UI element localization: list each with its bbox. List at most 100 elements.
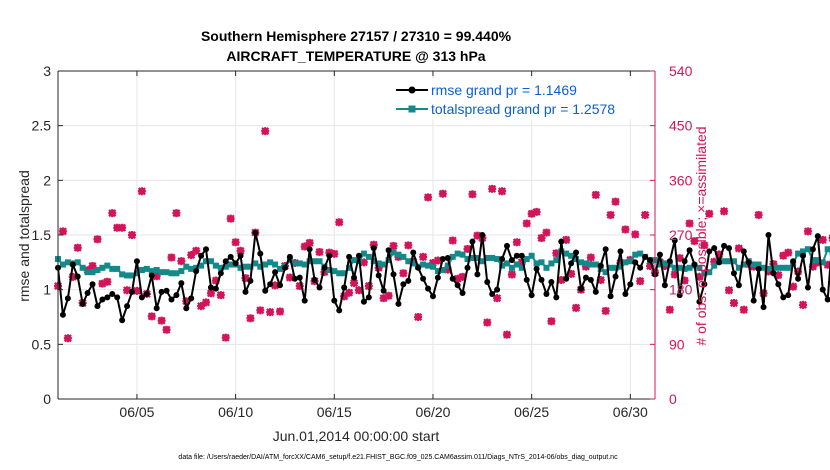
obs-assimilated-marker — [359, 258, 368, 267]
obs-assimilated-marker — [266, 308, 275, 317]
rmse-point — [449, 275, 456, 282]
rmse-point — [563, 275, 570, 282]
obs-assimilated-marker — [542, 228, 551, 237]
obs-assimilated-marker — [448, 236, 457, 245]
obs-assimilated-marker — [202, 298, 211, 307]
obs-assimilated-marker — [769, 260, 778, 269]
spread-point — [701, 270, 708, 277]
obs-assimilated-marker — [128, 231, 137, 239]
rmse-point — [84, 289, 91, 296]
y-left-tick-label: 2.5 — [32, 118, 52, 134]
obs-assimilated-marker — [818, 235, 827, 244]
rmse-point — [143, 291, 150, 298]
rmse-point — [227, 253, 234, 260]
spread-point — [336, 270, 343, 277]
rmse-point — [755, 265, 762, 272]
rmse-point — [129, 288, 136, 295]
spread-point — [212, 262, 219, 269]
spread-point — [454, 250, 461, 257]
spread-point — [351, 257, 358, 264]
rmse-point — [306, 246, 313, 253]
spread-point — [129, 272, 136, 279]
rmse-point — [311, 276, 318, 283]
rmse-point — [326, 252, 333, 259]
spread-point — [755, 261, 762, 268]
spread-point — [400, 253, 407, 260]
obs-assimilated-marker — [73, 243, 82, 252]
obs-assimilated-marker — [335, 218, 344, 227]
spread-point — [262, 261, 269, 268]
spread-point — [508, 264, 515, 271]
obs-assimilated-marker — [808, 262, 817, 271]
rmse-point — [331, 297, 338, 304]
spread-point — [607, 264, 614, 271]
obs-assimilated-marker — [685, 219, 694, 228]
obs-assimilated-marker — [473, 231, 482, 240]
obs-assimilated-marker — [665, 305, 674, 314]
obs-assimilated-marker — [404, 241, 413, 250]
chart-title-line2: AIRCRAFT_TEMPERATURE @ 313 hPa — [226, 48, 485, 64]
spread-point — [385, 257, 392, 264]
rmse-point — [730, 270, 737, 277]
obs-assimilated-marker — [512, 238, 521, 247]
spread-point — [365, 253, 372, 260]
obs-assimilated-marker — [384, 291, 393, 300]
obs-assimilated-marker — [498, 187, 507, 196]
rmse-point — [809, 246, 816, 253]
spread-point — [207, 258, 214, 265]
spread-point — [494, 256, 501, 263]
rmse-point — [750, 297, 757, 304]
spread-point — [553, 257, 560, 264]
rmse-point — [459, 289, 466, 296]
obs-assimilated-marker — [567, 269, 576, 278]
obs-assimilated-marker — [68, 272, 77, 281]
rmse-point — [726, 245, 733, 252]
data-file-footer: data file: /Users/raeder/DAI/ATM_forcXX/… — [178, 454, 618, 461]
spread-point — [257, 263, 264, 270]
x-tick-label: 06/15 — [317, 404, 352, 420]
rmse-point — [553, 294, 560, 301]
obs-assimilated-marker — [246, 314, 255, 323]
rmse-point — [711, 245, 718, 252]
obs-assimilated-marker — [305, 238, 314, 247]
obs-assimilated-marker — [547, 317, 556, 326]
spread-point — [405, 258, 412, 265]
rmse-point — [765, 232, 772, 238]
obs-assimilated-marker — [206, 289, 215, 298]
rmse-point — [178, 280, 185, 287]
obs-assimilated-marker — [581, 262, 590, 271]
obs-assimilated-marker — [453, 274, 462, 283]
spread-point — [696, 264, 703, 271]
rmse-point — [148, 272, 155, 279]
spread-point — [582, 260, 589, 267]
spread-point — [814, 257, 821, 264]
rmse-point — [370, 245, 377, 252]
obs-assimilated-marker — [216, 291, 225, 300]
rmse-point — [286, 253, 293, 260]
obs-assimilated-marker — [350, 278, 359, 287]
rmse-point — [277, 282, 284, 289]
spread-point — [587, 261, 594, 268]
rmse-point — [745, 259, 752, 266]
rmse-point — [760, 304, 767, 311]
legend: rmse grand pr = 1.1469 totalspread grand… — [394, 79, 648, 119]
spread-point — [735, 264, 742, 271]
rmse-point — [780, 294, 787, 301]
rmse-point — [577, 285, 584, 292]
spread-point — [242, 263, 249, 270]
obs-assimilated-marker — [725, 286, 734, 295]
spread-point — [484, 254, 491, 261]
spread-point — [795, 250, 802, 257]
obs-assimilated-marker — [226, 214, 235, 223]
spread-point — [740, 261, 747, 268]
y-right-tick-label: 0 — [669, 391, 677, 407]
spread-point — [316, 258, 323, 265]
obs-assimilated-marker — [596, 275, 605, 284]
rmse-point — [301, 297, 308, 304]
obs-assimilated-marker — [591, 190, 600, 199]
legend-spread-marker — [408, 105, 416, 113]
obs-assimilated-marker — [774, 271, 783, 280]
spread-point — [173, 270, 180, 277]
obs-assimilated-marker — [680, 276, 689, 285]
spread-point — [114, 265, 121, 272]
